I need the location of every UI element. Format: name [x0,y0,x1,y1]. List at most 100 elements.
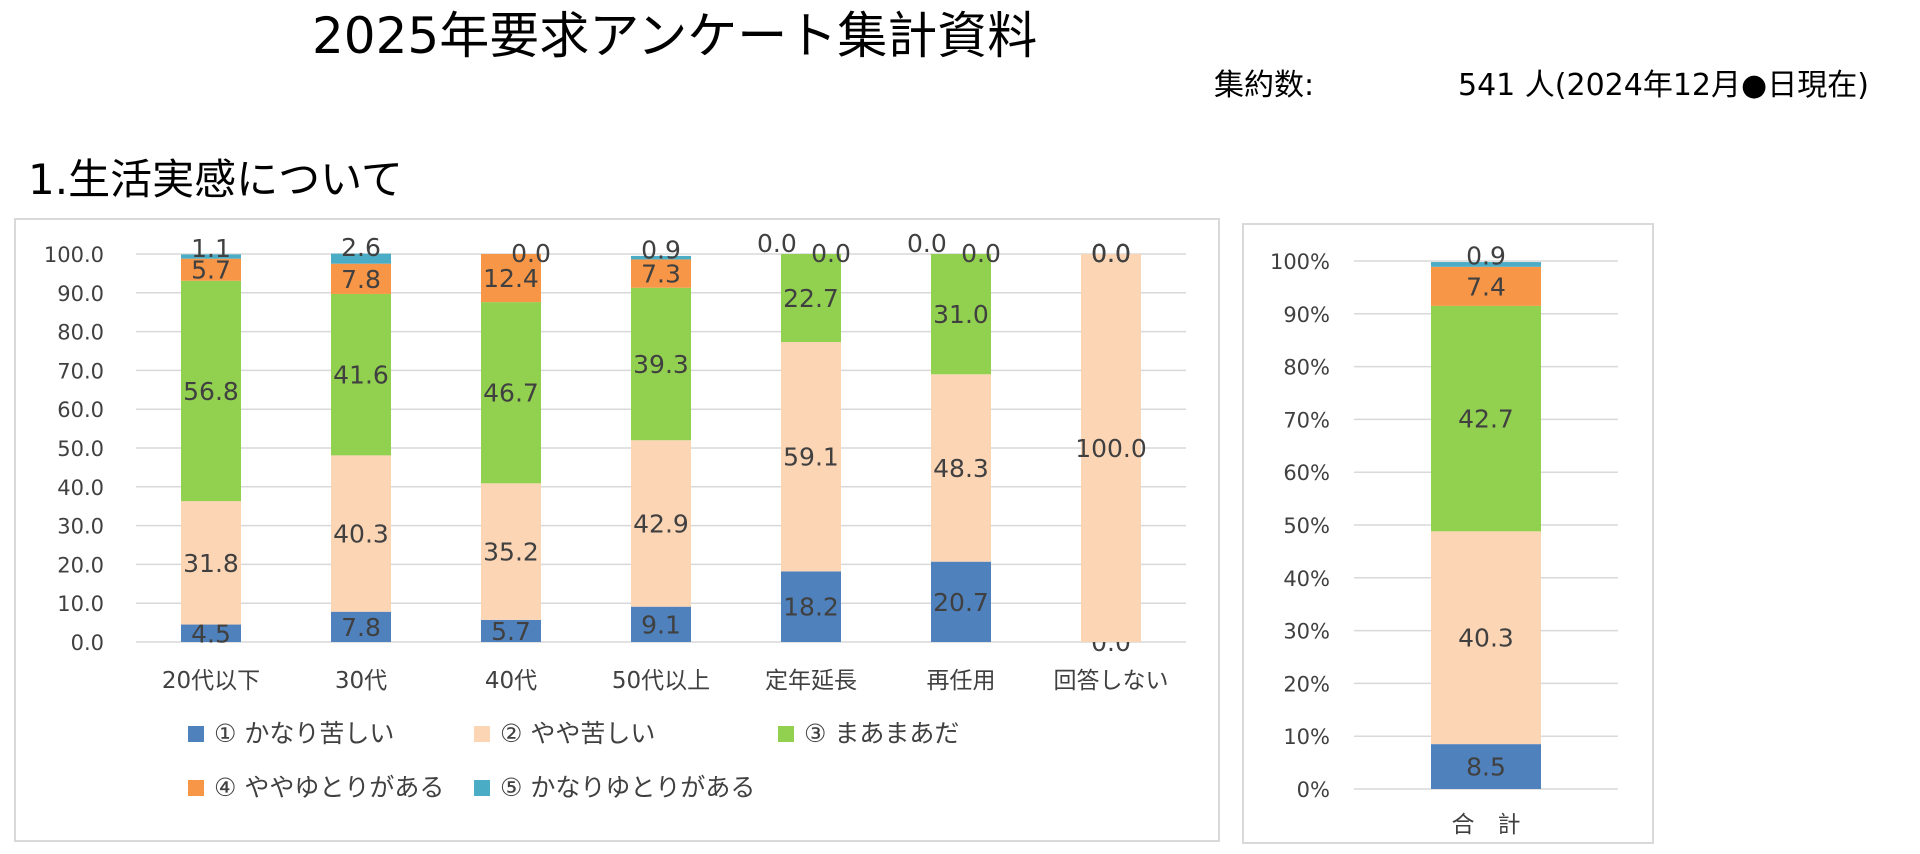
y-tick-label: 80% [1283,356,1330,380]
data-label: 7.4 [1466,272,1506,301]
data-label: 0.0 [757,229,797,258]
y-tick-label: 80.0 [57,321,104,345]
data-label: 56.8 [183,377,239,406]
bar-segment [481,254,541,303]
y-tick-label: 10.0 [57,592,104,616]
bar-segment [181,624,241,642]
data-label: 59.1 [783,443,839,472]
total-chart: 0% 10% 20% 30% 40% 50% 60% 70% 80% 90% 100% 8.5 40.3… [1242,223,1654,844]
y-tick-label: 50.0 [57,437,104,461]
bar-segment [931,254,991,375]
data-label: 22.7 [783,284,839,313]
y-tick-label: 30% [1283,620,1330,644]
data-label: 39.3 [633,350,689,379]
bar-segment [481,483,541,620]
bar-segment [181,501,241,625]
data-label: 7.8 [341,613,381,642]
data-label: 0.0 [811,239,851,268]
data-label: 1.1 [191,234,231,263]
section-title: 1.生活実感について [28,155,403,204]
data-label: 0.9 [1466,242,1506,271]
bar-segment [331,263,391,294]
bar-segment [331,293,391,456]
bar-segment [781,571,841,642]
bar-segment [781,254,841,343]
data-label: 0.0 [1091,239,1131,268]
y-tick-label: 70.0 [57,359,104,383]
bar-segment [931,561,991,642]
x-category-label: 定年延長 [765,668,857,694]
data-label: 2.6 [341,233,381,262]
data-label: 0.0 [1091,239,1131,268]
bar-segment [631,259,691,288]
data-label: 0.9 [641,235,681,264]
data-label: 9.1 [641,610,681,639]
bar-segment [481,302,541,484]
bar-segment [1081,254,1141,642]
bar-segment [331,253,391,264]
bar-segment [781,342,841,572]
legend-label: ① かなり苦しい [214,719,394,748]
legend-swatch [474,780,490,796]
y-tick-label: 20.0 [57,553,104,577]
bar-segment [1431,531,1541,745]
x-category-label: 40代 [485,668,537,694]
data-label: 8.5 [1466,753,1506,782]
bar-segment [1431,744,1541,789]
data-label: 31.8 [183,549,239,578]
bar-segment [1431,262,1541,267]
x-category-label: 30代 [335,668,387,694]
data-label: 35.2 [483,538,539,567]
y-tick-label: 50% [1283,514,1330,538]
document-title: 2025年要求アンケート集計資料 [312,7,1038,65]
bar-segment [631,606,691,642]
data-label: 18.2 [783,593,839,622]
data-label: 42.9 [633,509,689,538]
bar-segment [481,619,541,642]
data-label: 40.3 [1458,624,1514,653]
data-label: 40.3 [333,520,389,549]
y-tick-label: 0.0 [71,631,104,655]
x-category-label: 20代以下 [162,668,260,694]
bar-segment [1431,266,1541,306]
data-label: 31.0 [933,300,989,329]
bar-segment [631,440,691,607]
data-label: 48.3 [933,454,989,483]
y-tick-label: 90.0 [57,282,104,306]
y-tick-label: 60% [1283,461,1330,485]
legend-label: ③ まあまあだ [804,719,959,748]
data-label: 7.8 [341,265,381,294]
data-label: 0.0 [511,239,551,268]
bar-segment [331,611,391,642]
data-label: 5.7 [191,256,231,285]
data-label: 0.0 [961,239,1001,268]
bar-segment [181,254,241,259]
y-tick-label: 20% [1283,672,1330,696]
data-label: 100.0 [1075,434,1147,463]
count-value: 541 人(2024年12月●日現在) [1458,68,1869,103]
legend-swatch [188,780,204,796]
bar-segment [331,455,391,612]
y-tick-label: 100% [1270,250,1330,274]
data-label: 12.4 [483,264,539,293]
data-label: 46.7 [483,379,539,408]
bar-segment [1431,305,1541,532]
bar-segment [631,287,691,441]
respondent-count: 集約数: 541 人(2024年12月●日現在) [1214,64,1869,108]
legend-label: ⑤ かなりゆとりがある [500,773,755,802]
y-tick-label: 10% [1283,725,1330,749]
data-label: 0.0 [1091,239,1131,268]
y-tick-label: 90% [1283,303,1330,327]
data-label: 7.3 [641,260,681,289]
legend-label: ④ ややゆとりがある [214,773,444,802]
data-label: 0.0 [907,229,947,258]
data-label: 41.6 [333,361,389,390]
bar-segment [631,255,691,260]
y-tick-label: 40.0 [57,476,104,500]
y-tick-label: 0% [1297,778,1330,802]
age-group-chart-svg: 0.0 10.0 20.0 30.0 40.0 50.0 60.0 70.0 80.0 90.0 1… [44,229,1186,802]
bar-segment [181,258,241,281]
bar-segment [931,374,991,562]
bar-segment [181,280,241,502]
